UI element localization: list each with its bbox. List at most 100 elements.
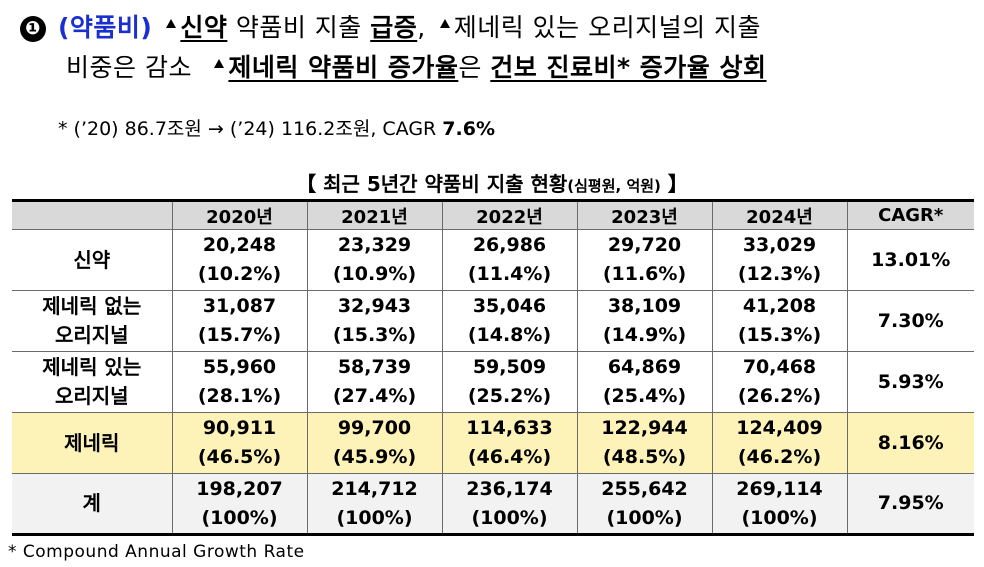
amount-value: 29,720 [607, 234, 682, 256]
summary-paragraph: ❶ (약품비) 신약 약품비 지출 급증, 제네릭 있는 오리지널의 지출 비중은 감… [20, 8, 975, 88]
value-cell: 269,114 (100%) [711, 473, 848, 535]
share-value: (25.2%) [467, 385, 552, 407]
value-cell: 29,720 (11.6%) [576, 229, 713, 291]
table-row: 신약 20,248 (10.2%) 23,329 (10.9%) 26,986 (11.4%… [12, 229, 974, 291]
share-value: (100%) [606, 506, 683, 529]
share-value: (48.5%) [602, 446, 687, 468]
header-corner [12, 200, 173, 230]
share-value: (100%) [336, 506, 413, 529]
share-value: (15.3%) [737, 324, 822, 346]
value-cell: 35,046 (14.8%) [441, 290, 578, 352]
value-cell: 255,642 (100%) [576, 473, 713, 535]
share-value: (28.1%) [197, 385, 282, 407]
amount-value: 38,109 [607, 295, 682, 317]
row-label: 제네릭 [12, 412, 173, 474]
cagr-value: 5.93% [846, 351, 974, 413]
caption-title: 【 최근 5년간 약품비 지출 현황 [296, 172, 568, 196]
triangle-bullet-icon [214, 59, 225, 68]
amount-value: 198,207 [196, 477, 283, 500]
share-value: (11.6%) [602, 263, 687, 285]
point3-subject: 제네릭 약품비 증가율 [228, 53, 459, 82]
share-value: (100%) [741, 506, 818, 529]
header-2021: 2021년 [306, 200, 443, 230]
summary-line-1: ❶ (약품비) 신약 약품비 지출 급증, 제네릭 있는 오리지널의 지출 [20, 8, 975, 48]
cagr-value: 13.01% [846, 229, 974, 291]
point2-text-cont: 비중은 감소 [66, 53, 201, 82]
amount-value: 23,329 [337, 234, 412, 256]
value-cell: 124,409 (46.2%) [711, 412, 848, 474]
row-label: 제네릭 있는 오리지널 [12, 351, 173, 413]
amount-value: 255,642 [601, 477, 688, 500]
summary-note: * (’20) 86.7조원 → (’24) 116.2조원, CAGR 7.6… [58, 114, 495, 141]
row-label-line: 계 [82, 491, 101, 515]
share-value: (15.7%) [197, 324, 282, 346]
share-value: (12.3%) [737, 263, 822, 285]
amount-value: 269,114 [736, 477, 823, 500]
table-caption: 【 최근 5년간 약품비 지출 현황(심평원, 억원) 】 [0, 168, 984, 197]
value-cell: 99,700 (45.9%) [306, 412, 443, 474]
amount-value: 26,986 [472, 234, 547, 256]
value-cell: 236,174 (100%) [441, 473, 578, 535]
share-value: (26.2%) [737, 385, 822, 407]
point3-emphasis: 건보 진료비* 증가율 상회 [490, 53, 767, 82]
value-cell: 23,329 (10.9%) [306, 229, 443, 291]
share-value: (46.4%) [467, 446, 552, 468]
value-cell: 58,739 (27.4%) [306, 351, 443, 413]
footnote: * Compound Annual Growth Rate [8, 542, 305, 562]
value-cell: 32,943 (15.3%) [306, 290, 443, 352]
point1-comma: , [417, 13, 426, 42]
note-value: 7.6% [442, 118, 495, 140]
row-label-line: 제네릭 있는 [42, 355, 142, 379]
header-2022: 2022년 [441, 200, 578, 230]
amount-value: 64,869 [607, 356, 682, 378]
value-cell: 214,712 (100%) [306, 473, 443, 535]
row-label: 제네릭 없는 오리지널 [12, 290, 173, 352]
row-label: 신약 [12, 229, 173, 291]
amount-value: 99,700 [337, 417, 412, 439]
amount-value: 70,468 [742, 356, 817, 378]
amount-value: 214,712 [331, 477, 418, 500]
value-cell: 41,208 (15.3%) [711, 290, 848, 352]
header-2024: 2024년 [711, 200, 848, 230]
share-value: (100%) [201, 506, 278, 529]
caption-unit: (심평원, 억원) [567, 177, 661, 195]
share-value: (25.4%) [602, 385, 687, 407]
amount-value: 41,208 [742, 295, 817, 317]
row-label-line: 신약 [73, 247, 111, 272]
cagr-value: 8.16% [846, 412, 974, 474]
value-cell: 33,029 (12.3%) [711, 229, 848, 291]
point2-text: 제네릭 있는 오리지널의 지출 [453, 13, 762, 42]
point3-text: 은 [458, 53, 491, 82]
value-cell: 70,468 (26.2%) [711, 351, 848, 413]
caption-end: 】 [660, 172, 688, 196]
amount-value: 90,911 [202, 417, 277, 439]
table-row: 제네릭 없는 오리지널 31,087 (15.7%) 32,943 (15.3%) 35,0… [12, 290, 974, 352]
share-value: (46.5%) [197, 446, 282, 468]
topic-label: (약품비) [58, 13, 153, 42]
value-cell: 55,960 (28.1%) [171, 351, 308, 413]
share-value: (100%) [471, 506, 548, 529]
table-header-row: 2020년 2021년 2022년 2023년 2024년 CAGR* [12, 200, 974, 230]
amount-value: 122,944 [601, 417, 688, 439]
amount-value: 35,046 [472, 295, 547, 317]
amount-value: 59,509 [472, 356, 547, 378]
drug-expense-table: 2020년 2021년 2022년 2023년 2024년 CAGR* 신약 20… [12, 199, 974, 536]
amount-value: 32,943 [337, 295, 412, 317]
value-cell: 64,869 (25.4%) [576, 351, 713, 413]
share-value: (27.4%) [332, 385, 417, 407]
amount-value: 33,029 [742, 234, 817, 256]
amount-value: 124,409 [736, 417, 823, 439]
share-value: (15.3%) [332, 324, 417, 346]
amount-value: 31,087 [202, 295, 277, 317]
row-label: 계 [12, 473, 173, 535]
row-label-line: 오리지널 [54, 323, 129, 347]
point1-subject: 신약 [180, 13, 228, 42]
summary-line-2: 비중은 감소 제네릭 약품비 증가율은 건보 진료비* 증가율 상회 [20, 48, 975, 88]
value-cell: 114,633 (46.4%) [441, 412, 578, 474]
value-cell: 122,944 (48.5%) [576, 412, 713, 474]
point1-emphasis: 급증 [370, 13, 418, 42]
row-label-line: 제네릭 [64, 430, 120, 455]
value-cell: 59,509 (25.2%) [441, 351, 578, 413]
cagr-value: 7.30% [846, 290, 974, 352]
value-cell: 38,109 (14.9%) [576, 290, 713, 352]
